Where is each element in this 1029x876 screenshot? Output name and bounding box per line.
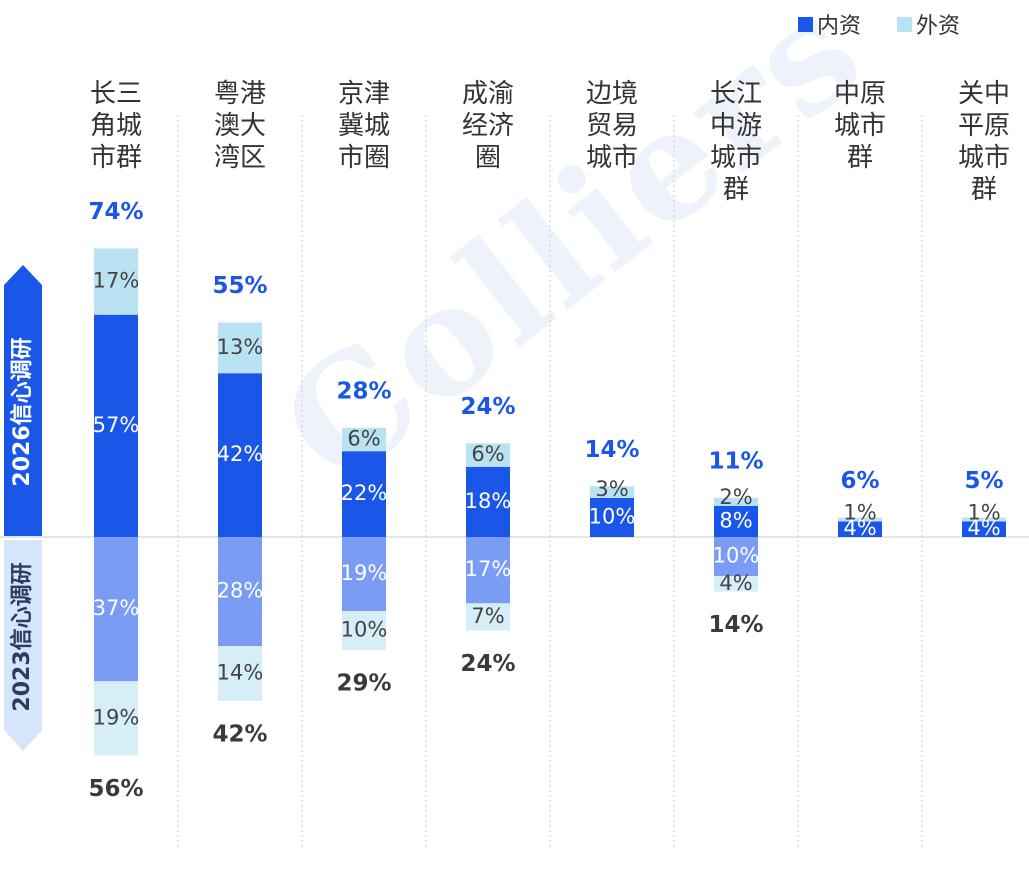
- data-label-2023-domestic: 37%: [93, 596, 140, 620]
- data-label-2023-domestic: 19%: [341, 561, 388, 585]
- data-label-2023-domestic: 28%: [217, 579, 264, 603]
- period-arrow-2023: [4, 540, 42, 751]
- data-label-2026-domestic: 8%: [719, 508, 752, 532]
- data-label-2023-foreign: 19%: [93, 705, 140, 729]
- data-label-2023-foreign: 7%: [471, 604, 504, 628]
- bar-2026-foreign: [466, 443, 510, 467]
- data-label-2026-domestic: 4%: [967, 516, 1000, 540]
- bar-2026-domestic: [466, 466, 510, 537]
- total-label-2026: 11%: [708, 449, 763, 475]
- bar-2023-foreign: [94, 681, 138, 756]
- category-label: 长三 角城 市群: [89, 79, 142, 173]
- bar-2026-domestic: [838, 521, 882, 537]
- total-label-2026: 55%: [212, 273, 267, 299]
- data-label-2026-foreign: 1%: [967, 500, 1000, 524]
- bar-2026-foreign: [94, 248, 138, 315]
- total-label-2026: 14%: [584, 437, 639, 463]
- bar-2026-domestic: [714, 505, 758, 537]
- bar-2026-domestic: [962, 521, 1006, 537]
- data-label-2026-foreign: 1%: [843, 500, 876, 524]
- bar-2026-domestic: [94, 314, 138, 537]
- category-label: 京津 冀城 市圈: [337, 79, 390, 173]
- legend-label-domestic: 内资: [817, 14, 862, 39]
- bar-2026-foreign: [342, 427, 386, 452]
- total-label-2023: 29%: [336, 671, 391, 697]
- category-label: 边境 贸易 城市: [585, 79, 638, 173]
- legend-swatch-foreign: [897, 16, 913, 32]
- data-label-2023-domestic: 17%: [465, 557, 512, 581]
- data-label-2026-domestic: 18%: [465, 489, 512, 513]
- data-label-2026-domestic: 22%: [341, 481, 388, 505]
- period-arrow-2026: [4, 265, 42, 536]
- period-label-2023: 2023信心调研: [9, 562, 35, 711]
- bar-2026-foreign: [838, 517, 882, 522]
- category-label: 中原 城市 群: [833, 79, 886, 173]
- data-label-2023-foreign: 14%: [217, 661, 264, 685]
- data-label-2026-domestic: 57%: [93, 413, 140, 437]
- data-label-2023-domestic: 10%: [713, 544, 760, 568]
- bar-2023-domestic: [218, 537, 262, 647]
- total-label-2023: 42%: [212, 721, 267, 747]
- total-label-2023: 56%: [88, 776, 143, 802]
- total-label-2026: 6%: [840, 468, 879, 494]
- total-label-2026: 24%: [460, 394, 515, 420]
- category-label: 成渝 经济 圈: [461, 79, 514, 173]
- total-label-2026: 74%: [88, 199, 143, 225]
- total-label-2026: 5%: [964, 468, 1003, 494]
- data-label-2026-foreign: 13%: [217, 335, 264, 359]
- bar-2026-domestic: [590, 498, 634, 537]
- category-label: 长江 中游 城市 群: [709, 79, 762, 205]
- bar-2023-domestic: [466, 537, 510, 604]
- bar-2026-foreign: [218, 322, 262, 374]
- bar-2026-domestic: [218, 373, 262, 537]
- bar-2023-foreign: [218, 646, 262, 701]
- category-label: 关中 平原 城市 群: [957, 79, 1010, 205]
- bar-2026-foreign: [590, 486, 634, 498]
- total-label-2026: 28%: [336, 378, 391, 404]
- data-label-2023-foreign: 4%: [719, 571, 752, 595]
- data-label-2023-foreign: 10%: [341, 618, 388, 642]
- bar-2026-foreign: [962, 517, 1006, 522]
- bar-2026-domestic: [342, 451, 386, 537]
- period-label-2026: 2026信心调研: [9, 337, 35, 486]
- data-label-2026-foreign: 6%: [471, 442, 504, 466]
- category-label: 粤港 澳大 湾区: [213, 79, 266, 173]
- bar-2023-domestic: [342, 537, 386, 612]
- bar-2023-domestic: [94, 537, 138, 682]
- legend-item-domestic: 内资: [798, 8, 861, 40]
- total-label-2023: 24%: [460, 651, 515, 677]
- legend: 内资 外资: [798, 8, 960, 40]
- bar-2023-foreign: [714, 576, 758, 592]
- bar-2026-foreign: [714, 498, 758, 506]
- data-label-2026-foreign: 3%: [595, 477, 628, 501]
- total-label-2023: 14%: [708, 612, 763, 638]
- data-label-2026-domestic: 42%: [217, 442, 264, 466]
- data-label-2026-domestic: 4%: [843, 516, 876, 540]
- bar-2023-foreign: [466, 603, 510, 631]
- legend-item-foreign: 外资: [897, 8, 960, 40]
- bar-2023-domestic: [714, 537, 758, 576]
- bar-2023-foreign: [342, 611, 386, 651]
- legend-label-foreign: 外资: [916, 14, 961, 39]
- data-label-2026-foreign: 6%: [347, 427, 380, 451]
- data-label-2026-domestic: 10%: [589, 505, 636, 529]
- data-label-2026-foreign: 17%: [93, 269, 140, 293]
- legend-swatch-domestic: [798, 16, 813, 32]
- data-label-2026-foreign: 2%: [719, 485, 752, 509]
